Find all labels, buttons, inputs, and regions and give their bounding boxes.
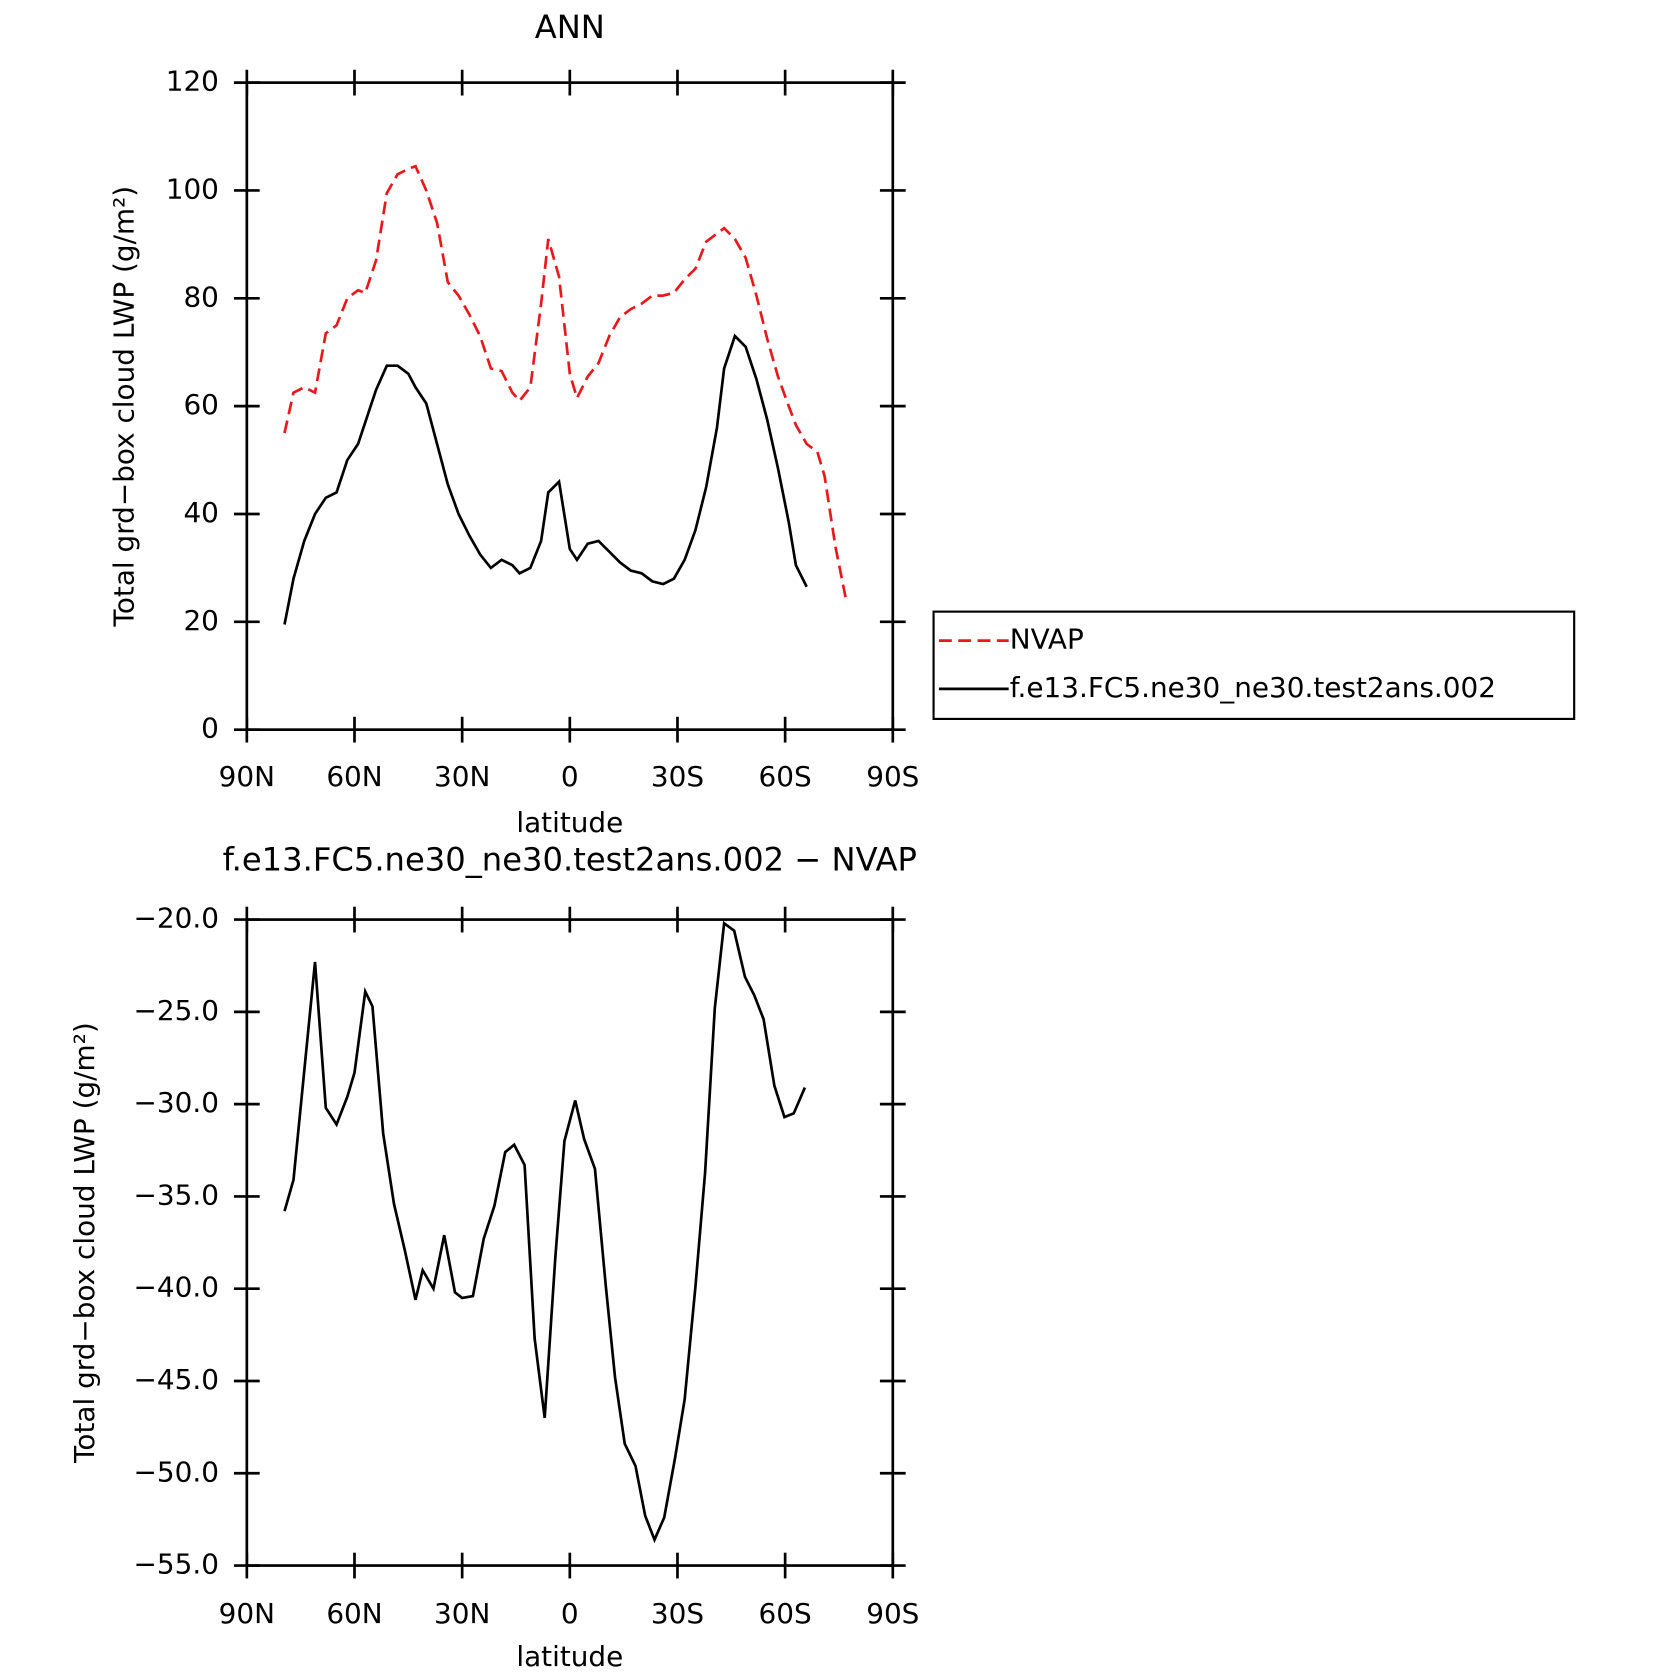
x-axis-label: latitude (516, 806, 623, 839)
x-tick-label: 90N (219, 1597, 275, 1630)
x-tick-label: 30S (651, 760, 704, 793)
plot-frame (245, 918, 895, 1567)
y-tick-label: −40.0 (134, 1271, 219, 1304)
x-tick-label: 90N (219, 760, 275, 793)
y-tick-label: 120 (166, 65, 219, 98)
data-line (283, 333, 808, 625)
plot-frame (245, 81, 895, 732)
y-tick-label: −50.0 (134, 1455, 219, 1488)
y-tick-label: 0 (201, 712, 219, 745)
x-tick-label: 60N (326, 760, 382, 793)
y-tick-label: −55.0 (134, 1548, 219, 1581)
y-tick-label: −45.0 (134, 1363, 219, 1396)
y-tick-label: −20.0 (134, 902, 219, 935)
x-tick-label: 0 (561, 1597, 579, 1630)
chart-title: f.e13.FC5.ne30_ne30.test2ans.002 − NVAP (223, 841, 917, 879)
data-line (283, 920, 807, 1544)
x-axis-label: latitude (516, 1640, 623, 1673)
x-tick-label: 60S (759, 760, 812, 793)
y-tick-label: 20 (183, 604, 218, 637)
x-tick-label: 30N (434, 760, 490, 793)
legend-label: f.e13.FC5.ne30_ne30.test2ans.002 (1010, 671, 1496, 704)
x-tick-label: 60N (326, 1597, 382, 1630)
x-tick-label: 30N (434, 1597, 490, 1630)
y-tick-label: −25.0 (134, 994, 219, 1027)
legend-box (932, 610, 1576, 721)
y-tick-label: 60 (183, 388, 218, 421)
y-tick-label: −30.0 (134, 1086, 219, 1119)
x-tick-label: 0 (561, 760, 579, 793)
data-line (283, 164, 848, 601)
x-tick-label: 90S (866, 1597, 919, 1630)
y-tick-label: 40 (183, 496, 218, 529)
x-tick-label: 60S (759, 1597, 812, 1630)
legend-label: NVAP (1010, 623, 1084, 656)
y-axis-label: Total grd−box cloud LWP (g/m²) (108, 186, 141, 628)
y-tick-label: 80 (183, 280, 218, 313)
y-tick-label: 100 (166, 172, 219, 205)
x-tick-label: 90S (866, 760, 919, 793)
chart-title: ANN (535, 8, 605, 46)
y-axis-label: Total grd−box cloud LWP (g/m²) (68, 1022, 101, 1464)
y-tick-label: −35.0 (134, 1178, 219, 1211)
x-tick-label: 30S (651, 1597, 704, 1630)
